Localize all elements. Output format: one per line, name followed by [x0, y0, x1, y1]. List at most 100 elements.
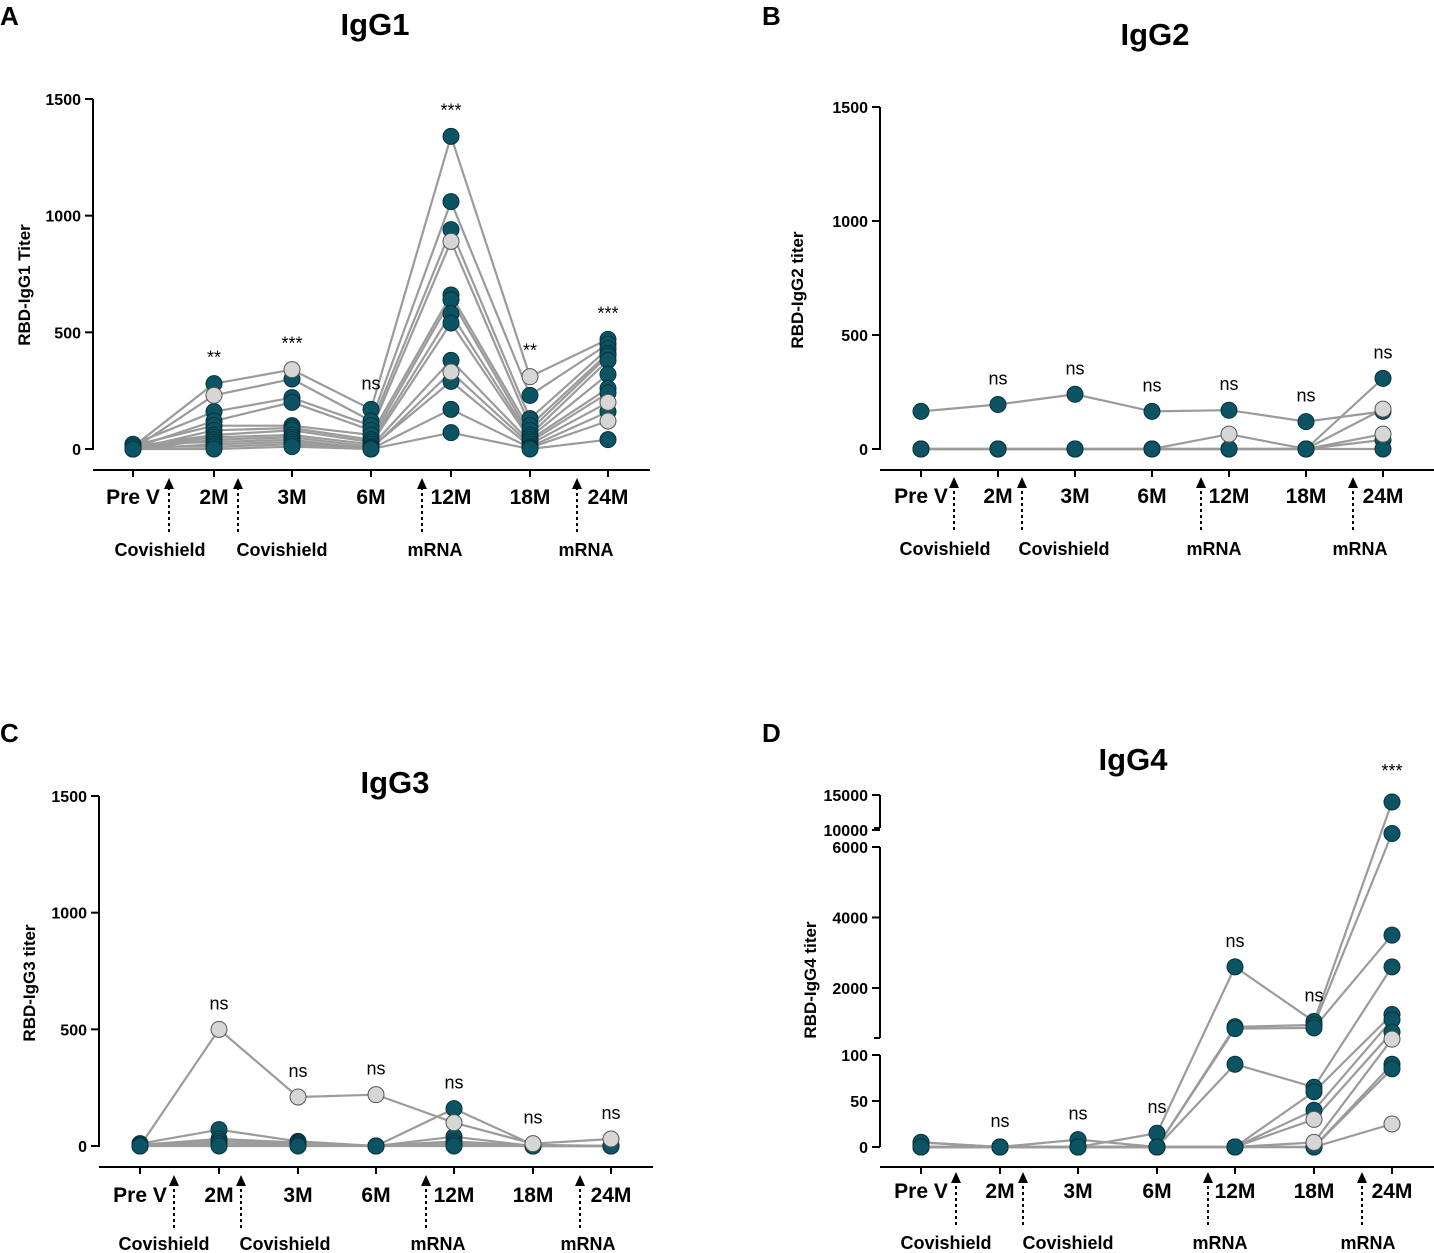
- data-point: [912, 1138, 930, 1156]
- chart-title: IgG4: [1099, 742, 1169, 777]
- y-axis-label: RBD-IgG4 titer: [801, 921, 820, 1039]
- y-tick-label: 500: [60, 1022, 87, 1039]
- data-point: [124, 440, 142, 458]
- vaccine-label: mRNA: [1192, 1233, 1247, 1253]
- y-tick-label: 1500: [45, 92, 81, 109]
- vaccine-arrow-icon: [1348, 477, 1358, 488]
- significance-label: ***: [597, 303, 618, 323]
- x-tick-label: 24M: [1372, 1180, 1413, 1203]
- vaccine-label: Covishield: [899, 539, 990, 559]
- significance-label: ns: [990, 1111, 1009, 1131]
- data-point: [442, 314, 460, 332]
- panel-letter: B: [762, 1, 781, 31]
- data-point: [1226, 958, 1244, 976]
- x-tick-label: 2M: [199, 486, 228, 509]
- significance-label: **: [207, 348, 221, 368]
- x-tick-label: 6M: [1142, 1180, 1171, 1203]
- data-point-light: [205, 386, 223, 404]
- data-point: [1383, 958, 1401, 976]
- data-point: [1066, 385, 1084, 403]
- data-point: [1226, 1138, 1244, 1156]
- significance-label: ***: [440, 100, 461, 120]
- vaccine-arrow-icon: [1196, 477, 1206, 488]
- y-tick-label: 0: [859, 1140, 868, 1157]
- data-point: [1148, 1138, 1166, 1156]
- data-point: [1374, 440, 1392, 458]
- significance-label: ns: [361, 373, 380, 393]
- data-point-light: [524, 1135, 542, 1153]
- significance-label: ns: [1373, 342, 1392, 362]
- significance-label: ns: [1068, 1104, 1087, 1124]
- significance-label: ns: [1147, 1097, 1166, 1117]
- x-tick-label: 18M: [510, 486, 551, 509]
- vaccine-label: mRNA: [1186, 539, 1241, 559]
- y-tick-label: 1000: [45, 209, 81, 226]
- x-tick-label: 12M: [1215, 1180, 1256, 1203]
- y-tick-label: 500: [54, 325, 81, 342]
- vaccine-arrow-icon: [1018, 1172, 1028, 1183]
- data-point-light: [289, 1088, 307, 1106]
- vaccine-arrow-icon: [421, 1175, 431, 1186]
- y-tick-label: 4000: [832, 911, 868, 928]
- x-tick-label: 18M: [1294, 1180, 1335, 1203]
- y-tick-label: 1000: [832, 214, 868, 231]
- significance-label: ***: [281, 334, 302, 354]
- x-tick-label: 6M: [1137, 485, 1166, 508]
- y-tick-label: 0: [72, 442, 81, 459]
- y-tick-label: 1000: [51, 906, 87, 923]
- data-point: [1305, 1019, 1323, 1037]
- data-point: [1305, 1083, 1323, 1101]
- data-point: [442, 400, 460, 418]
- data-point: [1383, 1060, 1401, 1078]
- significance-label: ns: [288, 1061, 307, 1081]
- data-point-light: [521, 368, 539, 386]
- vaccine-label: Covishield: [118, 1234, 209, 1253]
- significance-label: ***: [1381, 761, 1402, 781]
- data-point: [362, 440, 380, 458]
- data-point: [283, 393, 301, 411]
- vaccine-label: mRNA: [410, 1234, 465, 1253]
- y-tick-label: 100: [841, 1048, 868, 1065]
- data-point-light: [1383, 1115, 1401, 1133]
- data-point: [289, 1137, 307, 1155]
- data-point: [521, 440, 539, 458]
- x-tick-label: 18M: [513, 1184, 554, 1207]
- vaccine-label: Covishield: [239, 1234, 330, 1253]
- significance-label: ns: [523, 1108, 542, 1128]
- vaccine-label: mRNA: [1340, 1233, 1395, 1253]
- vaccine-arrow-icon: [1017, 477, 1027, 488]
- x-tick-label: 2M: [985, 1180, 1014, 1203]
- x-tick-label: 18M: [1286, 485, 1327, 508]
- x-tick-label: 3M: [1060, 485, 1089, 508]
- y-axis-label: RBD-IgG2 titer: [788, 231, 807, 349]
- x-tick-label: Pre V: [894, 485, 948, 508]
- data-point-light: [1305, 1110, 1323, 1128]
- significance-label: ns: [1065, 358, 1084, 378]
- vaccine-label: mRNA: [558, 540, 613, 560]
- data-point: [912, 402, 930, 420]
- significance-label: ns: [1219, 374, 1238, 394]
- data-point: [1226, 1020, 1244, 1038]
- data-point: [442, 193, 460, 211]
- data-point: [1069, 1138, 1087, 1156]
- significance-label: ns: [1142, 375, 1161, 395]
- y-tick-label: 1500: [51, 789, 87, 806]
- data-point: [367, 1137, 385, 1155]
- x-tick-label: 3M: [283, 1184, 312, 1207]
- vaccine-label: Covishield: [114, 540, 205, 560]
- data-point: [912, 440, 930, 458]
- data-point: [989, 440, 1007, 458]
- significance-label: ns: [1296, 386, 1315, 406]
- panel-c: C IgG3 RBD-IgG3 titer 0 500 1000 1500 Pre V 2M 3M…: [0, 718, 653, 1253]
- data-point-light: [1374, 425, 1392, 443]
- data-point: [1143, 402, 1161, 420]
- data-point-light: [1305, 1133, 1323, 1151]
- vaccine-arrow-icon: [575, 1175, 585, 1186]
- vaccine-label: Covishield: [900, 1233, 991, 1253]
- data-point-light: [1220, 425, 1238, 443]
- data-point: [1383, 825, 1401, 842]
- data-point: [521, 386, 539, 404]
- data-point: [445, 1137, 463, 1155]
- vaccine-arrow-icon: [233, 478, 243, 489]
- y-axis-label: RBD-IgG1 Titer: [15, 224, 34, 346]
